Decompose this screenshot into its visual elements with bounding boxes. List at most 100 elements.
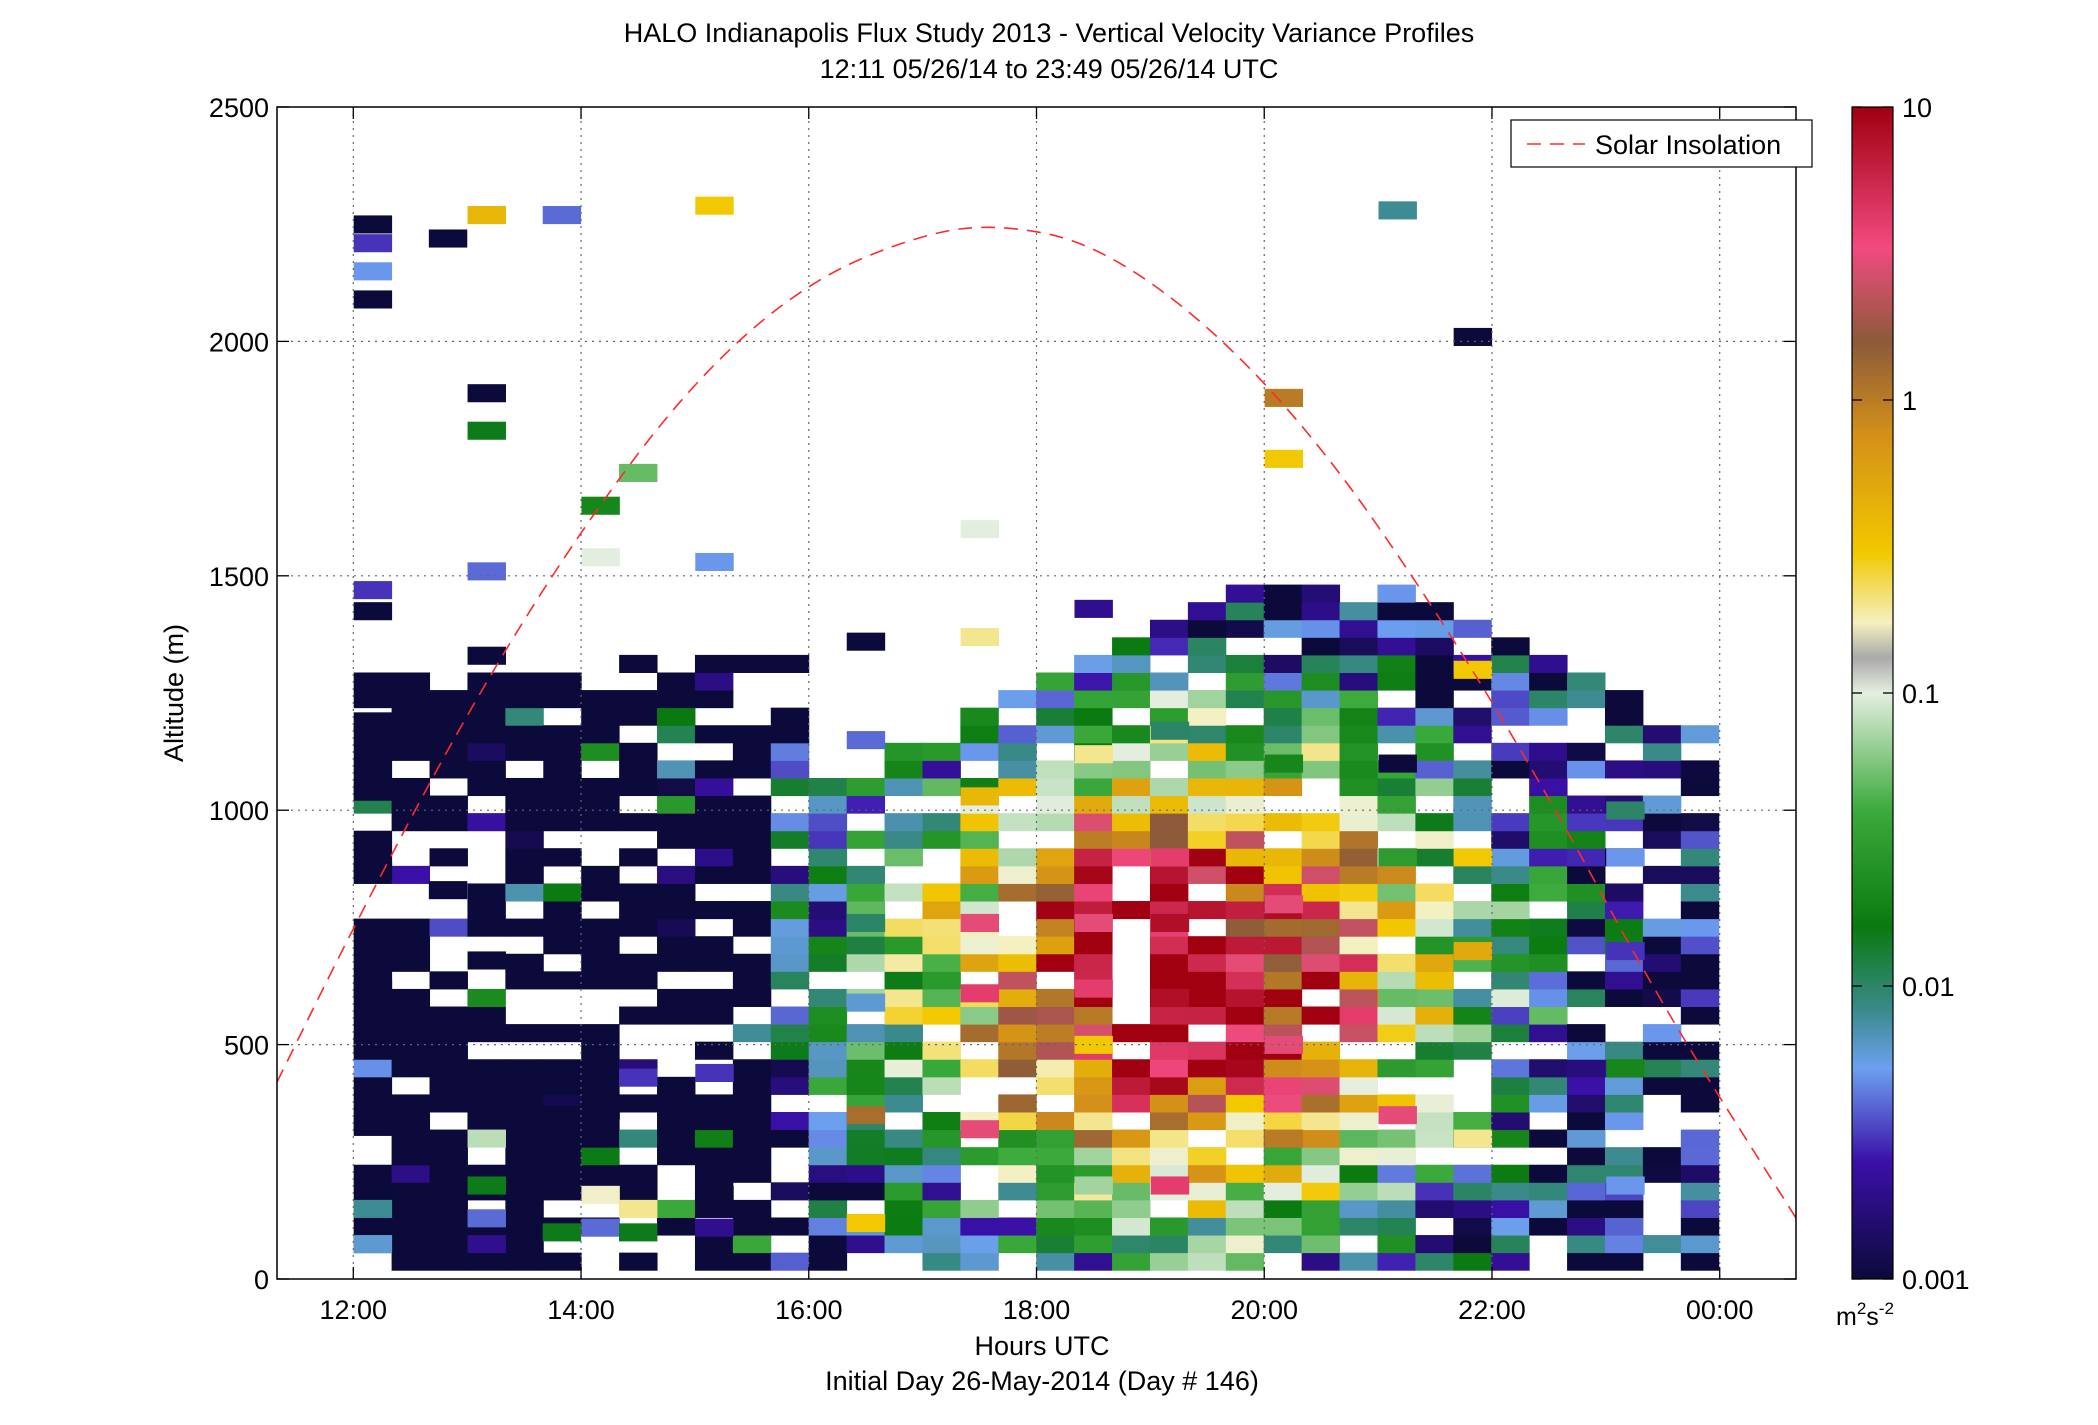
heatmap-cell [1264, 754, 1304, 773]
heatmap-cell [1491, 1076, 1530, 1095]
heatmap-cell [429, 1041, 468, 1060]
heatmap-cell [808, 795, 848, 814]
heatmap-cell [1604, 883, 1644, 902]
heatmap-cell [1415, 742, 1454, 761]
heatmap-cell [1301, 584, 1341, 603]
heatmap-cell [1074, 1059, 1113, 1078]
heatmap-cell [391, 1235, 431, 1254]
heatmap-cell [467, 1094, 506, 1113]
heatmap-cell [1642, 1024, 1682, 1043]
heatmap-cell [1377, 918, 1416, 937]
x-tick-label: 22:00 [1458, 1295, 1526, 1325]
heatmap-cell [1225, 936, 1265, 955]
heatmap-cell [1339, 901, 1378, 920]
heatmap-cell [1149, 830, 1189, 849]
heatmap-cell [1339, 883, 1378, 902]
heatmap-cell [960, 1217, 999, 1236]
heatmap-cell [694, 725, 734, 744]
heatmap-cell [1415, 672, 1454, 691]
heatmap-cell [1339, 637, 1378, 656]
heatmap-cell [1567, 1235, 1606, 1254]
heatmap-cell [353, 953, 393, 972]
heatmap-cell [1453, 901, 1492, 920]
heatmap-cell [1491, 830, 1530, 849]
x-axis-label: Hours UTC [974, 1331, 1109, 1361]
heatmap-cell [1187, 865, 1227, 884]
heatmap-cell [467, 1252, 506, 1271]
colorbar-tick-label: 0.1 [1902, 679, 1940, 709]
heatmap-cell [1112, 1199, 1151, 1218]
heatmap-cell [1529, 1024, 1568, 1043]
x-tick-label: 14:00 [547, 1295, 615, 1325]
heatmap-cell [1680, 865, 1720, 884]
heatmap-cell [467, 1024, 506, 1043]
heatmap-cell [922, 1182, 961, 1201]
heatmap-cell [1187, 813, 1227, 832]
heatmap-cell [1453, 865, 1492, 884]
heatmap-cell [922, 1217, 961, 1236]
heatmap-cell [505, 1076, 544, 1095]
heatmap-cell [1339, 760, 1378, 779]
heatmap-cell [581, 1147, 620, 1166]
heatmap-cell [429, 795, 468, 814]
heatmap-cell [505, 672, 544, 691]
heatmap-cell [657, 672, 696, 691]
heatmap-cell [922, 1235, 961, 1254]
heatmap-cell [960, 953, 999, 972]
heatmap-cell [1112, 760, 1151, 779]
heatmap-cell [1187, 777, 1227, 797]
heatmap-cell [467, 206, 506, 225]
heatmap-cell [581, 936, 620, 955]
heatmap-cell [429, 1129, 468, 1148]
heatmap-cell [1415, 848, 1454, 867]
heatmap-cell [657, 953, 696, 972]
heatmap-cell [770, 1129, 810, 1148]
heatmap-cell [1529, 918, 1568, 937]
heatmap-cell [429, 1164, 468, 1183]
heatmap-cell [657, 830, 696, 849]
heatmap-cell [922, 1041, 961, 1060]
heatmap-cell [1036, 1217, 1075, 1236]
heatmap-cell [1112, 1252, 1151, 1271]
heatmap-cell [1567, 1147, 1606, 1166]
heatmap-cell [657, 1217, 696, 1236]
heatmap-cell [1187, 953, 1227, 972]
heatmap-cell [1225, 883, 1265, 902]
heatmap-cell [467, 1076, 506, 1095]
heatmap-cell [657, 901, 696, 920]
heatmap-cell [808, 1059, 848, 1078]
heatmap-cell [1453, 942, 1493, 961]
heatmap-cell [1036, 901, 1075, 920]
heatmap-cell [1529, 1129, 1568, 1148]
heatmap-cell [1225, 1111, 1265, 1131]
heatmap-cell [732, 1217, 772, 1236]
heatmap-cell [1187, 936, 1227, 955]
heatmap-cell [353, 1117, 393, 1136]
heatmap-cell [1378, 848, 1417, 867]
heatmap-cell [1225, 953, 1265, 972]
heatmap-cell [1112, 1182, 1151, 1201]
heatmap-cell [1453, 1252, 1492, 1271]
heatmap-cell [770, 1006, 810, 1025]
heatmap-cell [884, 1217, 923, 1236]
heatmap-cell [1339, 707, 1378, 726]
heatmap-cell [960, 1024, 999, 1043]
heatmap-cell [846, 1041, 886, 1060]
heatmap-cell [1415, 918, 1454, 937]
heatmap-cell [1187, 654, 1227, 673]
heatmap-cell [1112, 830, 1151, 849]
heatmap-cell [1491, 1094, 1530, 1113]
heatmap-cell [1149, 1147, 1189, 1166]
heatmap-cell [467, 1129, 506, 1148]
heatmap-cell [846, 1076, 886, 1095]
heatmap-cell [922, 971, 961, 990]
colorbar-tick-label: 0.01 [1902, 972, 1955, 1002]
heatmap-cell [884, 1041, 923, 1060]
heatmap-cell [1036, 777, 1075, 797]
x-tick-label: 12:00 [320, 1295, 388, 1325]
heatmap-cell [543, 936, 582, 955]
heatmap-cell [391, 1006, 431, 1025]
heatmap-cell [694, 813, 734, 832]
heatmap-cell [429, 1006, 468, 1025]
heatmap-cell [1036, 1041, 1075, 1060]
